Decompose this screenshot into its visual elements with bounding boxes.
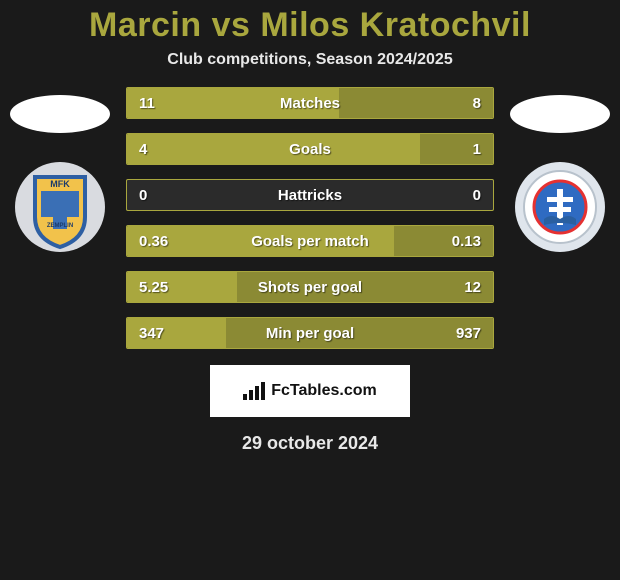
right-club-badge-svg	[511, 161, 609, 253]
right-club-badge	[511, 161, 609, 253]
body-row: MFK ZEMPLIN 118Matches 41Goals 00Hattricks…	[0, 87, 620, 349]
brand-box[interactable]: FcTables.com	[210, 365, 410, 417]
stat-bar: 118Matches	[126, 87, 494, 119]
svg-text:MFK: MFK	[50, 179, 70, 189]
left-player-column: MFK ZEMPLIN	[0, 87, 120, 253]
stat-label: Shots per goal	[127, 272, 493, 302]
page-title: Marcin vs Milos Kratochvil	[89, 6, 531, 45]
right-player-silhouette	[510, 95, 610, 133]
comparison-card: Marcin vs Milos Kratochvil Club competit…	[0, 0, 620, 580]
stat-label: Hattricks	[127, 180, 493, 210]
stat-label: Goals per match	[127, 226, 493, 256]
stat-bar: 347937Min per goal	[126, 317, 494, 349]
date-text: 29 october 2024	[242, 433, 378, 454]
stats-column: 118Matches 41Goals 00Hattricks 0.360.13Goal…	[120, 87, 500, 349]
brand-chart-icon	[243, 382, 265, 400]
left-club-badge: MFK ZEMPLIN	[11, 161, 109, 253]
stat-label: Goals	[127, 134, 493, 164]
right-player-column	[500, 87, 620, 253]
stat-bar: 00Hattricks	[126, 179, 494, 211]
stat-bar: 0.360.13Goals per match	[126, 225, 494, 257]
brand-text: FcTables.com	[271, 382, 377, 400]
stat-label: Min per goal	[127, 318, 493, 348]
left-club-badge-svg: MFK ZEMPLIN	[11, 161, 109, 253]
stat-label: Matches	[127, 88, 493, 118]
stat-bar: 41Goals	[126, 133, 494, 165]
stat-bar: 5.2512Shots per goal	[126, 271, 494, 303]
left-player-silhouette	[10, 95, 110, 133]
svg-text:ZEMPLIN: ZEMPLIN	[47, 223, 73, 229]
page-subtitle: Club competitions, Season 2024/2025	[167, 51, 452, 69]
